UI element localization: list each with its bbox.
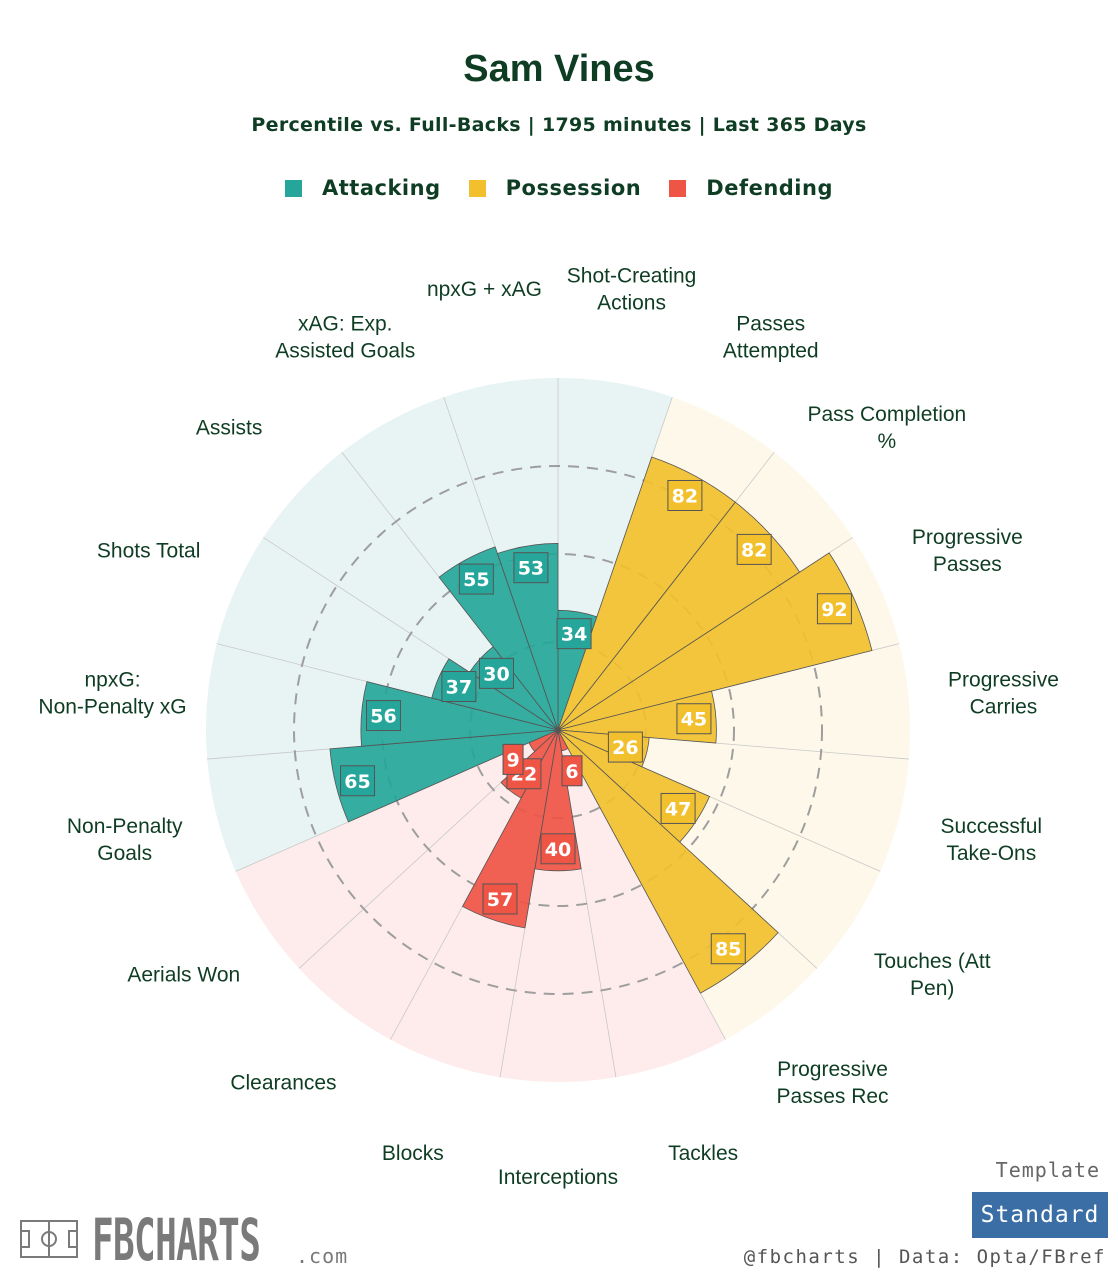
category-label-assists: Assists <box>196 416 263 439</box>
category-label-tackles: Tackles <box>668 1142 738 1165</box>
category-label-progressive-passes: Progressive Passes <box>912 526 1023 576</box>
category-label-non-penalty-goals: Non-Penalty Goals <box>67 815 183 865</box>
legend-item-possession: Possession <box>468 176 642 200</box>
category-label-npxg-non-penalty-xg: npxG: Non-Penalty xG <box>38 669 186 719</box>
category-label-progressive-passes-rec: Progressive Passes Rec <box>777 1058 889 1108</box>
category-label-xag-exp-assisted-goals: xAG: Exp. Assisted Goals <box>275 312 415 362</box>
gridline-75 <box>293 465 823 995</box>
value-box-touches-att-pen <box>660 792 696 824</box>
category-label-passes-attempted: Passes Attempted <box>723 312 819 362</box>
value-box-non-penalty-goals <box>340 765 376 797</box>
value-box-shot-creating-actions <box>556 618 592 650</box>
bar-non-penalty-goals <box>329 729 559 823</box>
bar-npxg-non-penalty-xg <box>360 681 559 747</box>
legend-swatch-defending <box>669 179 687 197</box>
value-label-blocks: 57 <box>487 889 513 911</box>
bar-progressive-passes <box>557 552 873 731</box>
value-label-progressive-passes-rec: 85 <box>715 939 741 961</box>
legend-label-defending: Defending <box>706 176 833 200</box>
category-label-touches-att-pen: Touches (Att Pen) <box>874 950 991 1000</box>
value-box-progressive-carries <box>676 703 712 735</box>
value-box-progressive-passes-rec <box>710 933 746 965</box>
chart-subtitle: Percentile vs. Full-Backs | 1795 minutes… <box>251 114 867 136</box>
legend-label-attacking: Attacking <box>322 176 441 200</box>
category-label-shots-total: Shots Total <box>97 539 201 562</box>
value-box-passes-attempted <box>667 479 703 511</box>
value-box-interceptions <box>540 833 576 865</box>
value-box-successful-take-ons <box>607 731 643 763</box>
value-label-interceptions: 40 <box>545 839 571 861</box>
value-box-shots-total <box>441 671 477 703</box>
value-box-assists <box>478 657 514 689</box>
value-label-non-penalty-goals: 65 <box>344 771 370 793</box>
category-label-interceptions: Interceptions <box>498 1166 618 1189</box>
legend-swatch-attacking <box>285 179 303 197</box>
value-label-passes-attempted: 82 <box>672 485 698 507</box>
value-label-shots-total: 37 <box>446 677 472 699</box>
brand-logo-text: FBCHARTS <box>92 1206 261 1274</box>
value-label-successful-take-ons: 26 <box>612 737 638 759</box>
bar-npxg-xag <box>496 543 559 731</box>
value-box-xag-exp-assisted-goals <box>458 563 494 595</box>
template-label: Template <box>995 1158 1100 1182</box>
value-box-aerials-won <box>502 743 524 775</box>
value-label-tackles: 6 <box>565 761 578 783</box>
legend-item-attacking: Attacking <box>285 176 441 200</box>
value-label-touches-att-pen: 47 <box>665 798 691 820</box>
value-label-shot-creating-actions: 34 <box>561 624 587 646</box>
value-label-npxg-non-penalty-xg: 56 <box>370 706 396 728</box>
value-label-assists: 30 <box>483 663 509 685</box>
background-sector-successful-take-ons <box>558 730 909 872</box>
background-sector-clearances <box>299 730 558 1040</box>
value-label-xag-exp-assisted-goals: 55 <box>463 569 489 591</box>
legend-item-defending: Defending <box>669 176 833 200</box>
legend-swatch-possession <box>468 179 486 197</box>
value-label-pass-completion: 82 <box>741 539 767 561</box>
value-box-npxg-non-penalty-xg <box>365 700 401 732</box>
bar-progressive-passes-rec <box>557 729 779 994</box>
pitch-logo-icon <box>20 1220 78 1258</box>
value-box-npxg-xag <box>513 552 549 584</box>
value-box-blocks <box>482 883 518 915</box>
value-label-progressive-carries: 45 <box>681 709 707 731</box>
value-label-npxg-xag: 53 <box>518 558 544 580</box>
value-box-progressive-passes <box>816 593 852 625</box>
category-label-aerials-won: Aerials Won <box>127 963 240 986</box>
legend-label-possession: Possession <box>505 176 642 200</box>
category-label-successful-take-ons: Successful Take-Ons <box>941 815 1043 865</box>
data-credits: @fbcharts | Data: Opta/FBref <box>743 1246 1106 1268</box>
value-label-aerials-won: 9 <box>506 749 519 771</box>
template-standard-button[interactable]: Standard <box>972 1192 1108 1238</box>
brand-suffix: .com <box>296 1244 349 1268</box>
category-label-shot-creating-actions: Shot-Creating Actions <box>567 265 697 315</box>
value-box-pass-completion <box>736 533 772 565</box>
background-sector-tackles <box>558 730 726 1078</box>
category-label-blocks: Blocks <box>382 1142 444 1165</box>
chart-title: Sam Vines <box>463 48 655 90</box>
value-label-progressive-passes: 92 <box>821 599 847 621</box>
category-label-npxg-xag: npxG + xAG <box>427 278 542 301</box>
category-label-pass-completion: Pass Completion% <box>807 403 966 453</box>
value-box-tackles <box>561 755 583 787</box>
category-label-clearances: Clearances <box>230 1072 336 1095</box>
background-sector-aerials-won <box>235 730 558 969</box>
category-label-progressive-carries: Progressive Carries <box>948 669 1059 719</box>
legend: Attacking Possession Defending <box>0 176 1118 200</box>
